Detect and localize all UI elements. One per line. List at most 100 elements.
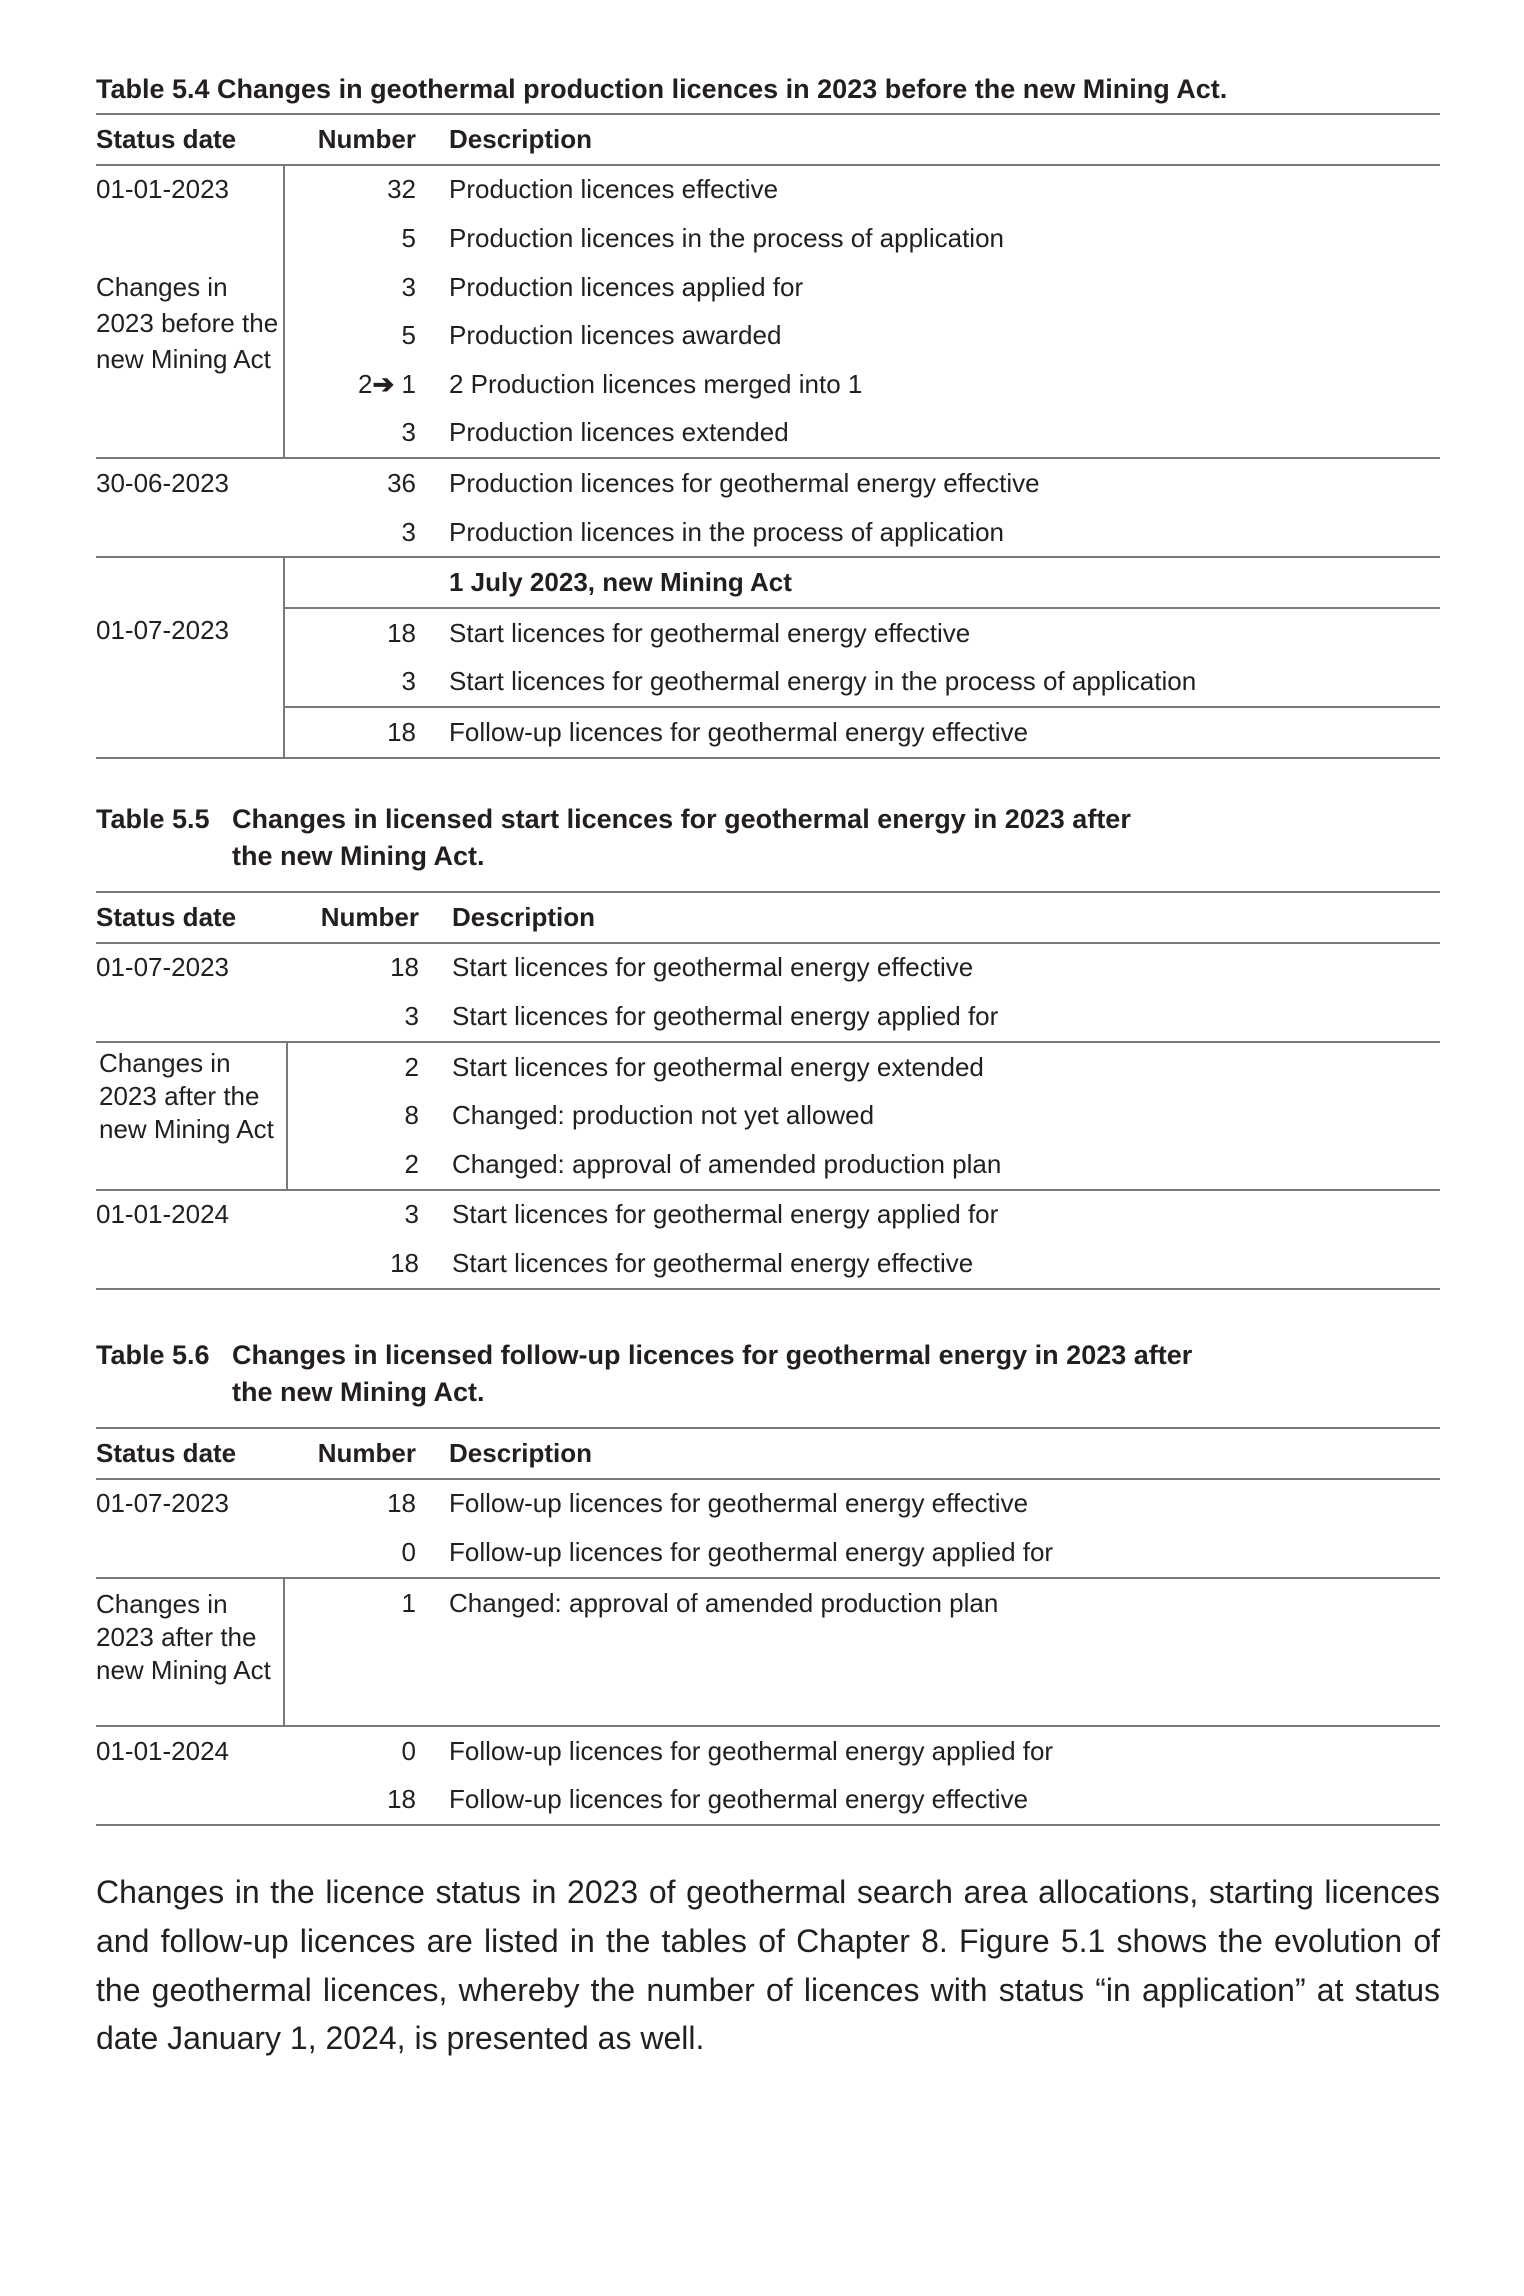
header-number: Number — [317, 1437, 416, 1468]
table-row: Changes in 2023 before the new Mining Ac… — [96, 214, 1440, 459]
table-row: 01-01-2024 3 Start licences for geotherm… — [96, 1189, 1440, 1240]
number: 36 — [387, 467, 416, 498]
number: 8 — [404, 1100, 419, 1131]
status-date-empty — [96, 1528, 284, 1578]
header-number: Number — [320, 901, 419, 932]
description: Start licences for geothermal energy in … — [449, 666, 1197, 697]
status-date: 01-01-2023 — [96, 164, 285, 215]
table-title-text: Changes in licensed follow-up licences f… — [232, 1340, 1193, 1407]
table-header-row: Status date Number Description — [96, 1428, 1440, 1479]
header-status-date: Status date — [96, 901, 237, 932]
description: Production licences applied for — [449, 271, 804, 302]
description: Follow-up licences for geothermal energy… — [449, 1536, 1054, 1567]
description: Start licences for geothermal energy eff… — [416, 606, 1440, 658]
description: Changed: production not yet allowed — [452, 1100, 875, 1131]
status-date-empty — [96, 1775, 284, 1825]
number-to: 1 — [401, 368, 416, 399]
arrow-right-icon: ➔ — [372, 368, 395, 399]
table-row: 3 Start licences for geothermal energy a… — [96, 992, 1440, 1042]
status-date-empty — [96, 508, 284, 558]
table-row: 01-07-2023 1 July 2023, new Mining Act — [96, 557, 1440, 758]
table-row: 18 Follow-up licences for geothermal ene… — [96, 1775, 1440, 1825]
table-5-4-block: Table 5.4 Changes in geothermal producti… — [96, 71, 1440, 759]
table-5-6-block: Table 5.6 Changes in licensed follow-up … — [96, 1337, 1440, 1826]
description: Follow-up licences for geothermal energy… — [416, 706, 1440, 758]
header-number: Number — [317, 123, 416, 154]
table-row: 0 Follow-up licences for geothermal ener… — [96, 1528, 1440, 1578]
table-5-4: Status date Number Description 01-01-202… — [96, 113, 1440, 759]
table-title-text: Changes in licensed start licences for g… — [232, 804, 1131, 871]
description: Changed: approval of amended production … — [449, 1587, 999, 1618]
description: 2 Production licences merged into 1 — [449, 368, 863, 399]
header-description: Description — [452, 901, 596, 932]
number-merge: 2➔ 1 — [284, 360, 416, 409]
table-label: Table 5.6 — [96, 1340, 210, 1370]
number: 0 — [401, 1536, 416, 1567]
table-title: Table 5.4 Changes in geothermal producti… — [96, 71, 1440, 108]
description: Start licences for geothermal energy app… — [452, 1000, 999, 1031]
status-date: 30-06-2023 — [96, 467, 229, 498]
table-row: 2➔ 1 2 Production licences merged into 1 — [96, 360, 1440, 409]
number: 18 — [390, 1247, 419, 1278]
number: 1 — [401, 1587, 416, 1618]
number: 3 — [401, 271, 416, 302]
status-changes: Changes in 2023 before the new Mining Ac… — [96, 214, 285, 459]
status-date: 01-07-2023 — [96, 1488, 229, 1519]
number: 18 — [284, 706, 416, 758]
table-5-5-block: Table 5.5 Changes in licensed start lice… — [96, 801, 1440, 1290]
table-row: 01-01-2024 0 Follow-up licences for geot… — [96, 1725, 1440, 1776]
description: Production licences for geothermal energ… — [449, 467, 1040, 498]
section-heading: 1 July 2023, new Mining Act — [449, 567, 792, 598]
description: Start licences for geothermal energy app… — [452, 1199, 999, 1230]
table-row: 18 Follow-up licences for geothermal ene… — [96, 706, 1440, 758]
description: Start licences for geothermal energy eff… — [452, 952, 974, 983]
number: 5 — [401, 320, 416, 351]
table-header-row: Status date Number Description — [96, 892, 1440, 943]
status-changes: Changes in 2023 after the new Mining Act — [96, 1577, 285, 1726]
number: 18 — [387, 1488, 416, 1519]
header-description: Description — [449, 123, 593, 154]
description: Production licences effective — [449, 174, 779, 205]
description: Start licences for geothermal energy eff… — [452, 1247, 974, 1278]
table-row: Changes in 2023 after the new Mining Act… — [96, 1577, 1440, 1726]
table-label: Table 5.5 — [96, 804, 210, 834]
table-row: 3 Production licences extended — [96, 409, 1440, 459]
number: 3 — [401, 516, 416, 547]
table-header-row: Status date Number Description — [96, 114, 1440, 165]
status-date: 01-07-2023 — [96, 952, 229, 983]
table-row: 01-01-2023 32 Production licences effect… — [96, 164, 1440, 215]
table-row: 8 Changed: production not yet allowed — [96, 1091, 1440, 1140]
number — [284, 557, 416, 608]
table-row: 3 Start licences for geothermal energy i… — [96, 658, 1440, 708]
status-date-empty — [96, 992, 287, 1042]
number: 2 — [404, 1051, 419, 1082]
description: Start licences for geothermal energy ext… — [452, 1051, 984, 1082]
number: 5 — [401, 222, 416, 253]
description: Production licences awarded — [449, 320, 782, 351]
status-changes: Changes in 2023 after the new Mining Act — [96, 1041, 288, 1190]
number: 2 — [404, 1148, 419, 1179]
description: Follow-up licences for geothermal energy… — [449, 1784, 1029, 1815]
body-paragraph: Changes in the licence status in 2023 of… — [96, 1874, 1440, 2057]
description: Production licences in the process of ap… — [449, 222, 1004, 253]
status-date: 01-01-2024 — [96, 1199, 229, 1230]
number-from: 2 — [358, 368, 373, 399]
table-row: 01-07-2023 18 Start licences for geother… — [96, 943, 1440, 993]
table-row: Changes in 2023 after the new Mining Act… — [96, 1041, 1440, 1190]
table-row: 18 Start licences for geothermal energy … — [96, 606, 1440, 658]
number: 3 — [404, 1000, 419, 1031]
header-description: Description — [449, 1437, 593, 1468]
table-row: 5 Production licences awarded — [96, 311, 1440, 360]
table-title: Table 5.6 Changes in licensed follow-up … — [96, 1337, 1440, 1411]
number: 18 — [387, 1784, 416, 1815]
number: 18 — [390, 952, 419, 983]
number: 0 — [401, 1735, 416, 1766]
description: Production licences extended — [449, 417, 789, 448]
table-row: 3 Production licences applied for — [96, 263, 1440, 312]
status-date: 01-07-2023 — [96, 557, 285, 758]
status-date: 01-01-2024 — [96, 1735, 229, 1766]
description: Changed: approval of amended production … — [452, 1148, 1002, 1179]
table-row: 2 Changed: approval of amended productio… — [96, 1140, 1440, 1190]
table-title-text: Table 5.4 Changes in geothermal producti… — [96, 74, 1228, 104]
table-row: 18 Start licences for geothermal energy … — [96, 1239, 1440, 1289]
